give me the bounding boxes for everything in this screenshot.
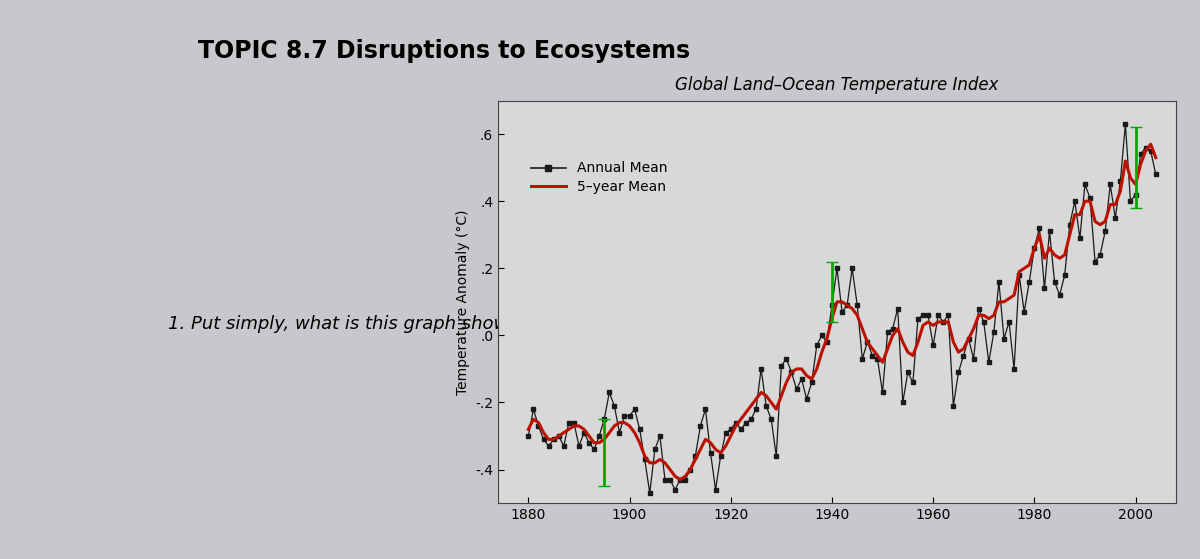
Y-axis label: Temperature Anomaly (°C): Temperature Anomaly (°C) — [456, 209, 469, 395]
Annual Mean — [642, 490, 656, 496]
5–year Mean — [521, 426, 535, 433]
Annual Mean — [1068, 198, 1082, 205]
Line: Annual Mean: Annual Mean — [527, 122, 1158, 495]
Annual Mean — [1118, 121, 1133, 127]
Annual Mean — [916, 312, 930, 319]
Title: Global Land–Ocean Temperature Index: Global Land–Ocean Temperature Index — [676, 75, 998, 93]
Legend: Annual Mean, 5–year Mean: Annual Mean, 5–year Mean — [526, 156, 673, 199]
5–year Mean — [1068, 211, 1082, 218]
5–year Mean — [673, 476, 688, 483]
Annual Mean — [1052, 292, 1067, 299]
5–year Mean — [916, 322, 930, 329]
5–year Mean — [1114, 188, 1128, 195]
Text: TOPIC 8.7 Disruptions to Ecosystems: TOPIC 8.7 Disruptions to Ecosystems — [198, 39, 690, 63]
5–year Mean — [668, 473, 683, 480]
5–year Mean — [1144, 141, 1158, 148]
5–year Mean — [688, 456, 702, 463]
Annual Mean — [521, 433, 535, 439]
Annual Mean — [688, 453, 702, 459]
5–year Mean — [1052, 255, 1067, 262]
Annual Mean — [673, 476, 688, 483]
Annual Mean — [1148, 171, 1163, 178]
Text: 1. Put simply, what is this graph showing us?: 1. Put simply, what is this graph showin… — [168, 315, 572, 333]
5–year Mean — [1148, 154, 1163, 161]
Annual Mean — [1114, 178, 1128, 184]
Line: 5–year Mean: 5–year Mean — [528, 144, 1156, 480]
